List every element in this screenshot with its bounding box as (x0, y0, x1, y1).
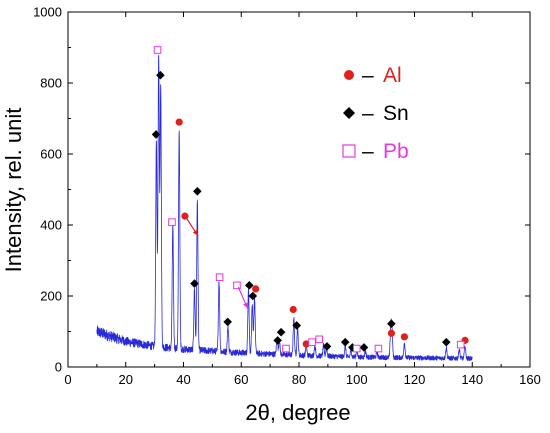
legend-item-pb: – Pb (342, 140, 409, 163)
x-tick-label: 140 (461, 372, 483, 387)
al-peak-marker (400, 333, 408, 341)
y-tick-label: 800 (40, 76, 62, 91)
legend-item-sn: – Sn (343, 102, 409, 125)
x-tick-label: 80 (292, 372, 306, 387)
x-tick-label: 20 (119, 372, 133, 387)
legend-marker-al (344, 70, 354, 80)
axes: 0 20 40 60 80 100 120 140 160 0 200 400 600 800 1000 (33, 5, 541, 388)
legend-dash: – (362, 140, 374, 163)
al-peak-marker (387, 329, 395, 337)
y-tick-label: 600 (40, 147, 62, 162)
sn-peak-marker (387, 319, 396, 328)
y-tick-label: 400 (40, 218, 62, 233)
y-tick-label: 1000 (33, 5, 62, 20)
pb-peak-marker (282, 344, 290, 353)
sn-peak-marker (248, 291, 258, 301)
legend-label-pb: Pb (383, 140, 409, 163)
sn-peak-marker (223, 317, 232, 327)
x-axis-title: 2θ, degree (245, 400, 350, 425)
sn-peak-marker (190, 279, 199, 288)
sn-peak-marker (292, 321, 301, 330)
legend-dash: – (362, 102, 374, 125)
sn-peak-marker (340, 337, 350, 347)
sn-peak-marker (359, 343, 369, 352)
legend-label-sn: Sn (383, 102, 409, 125)
legend-marker-pb (342, 144, 356, 158)
x-tick-label: 0 (64, 372, 71, 387)
sn-peak-marker (193, 186, 202, 196)
y-tick-label: 200 (40, 289, 62, 304)
x-tick-label: 100 (346, 372, 368, 387)
spectrum-layer (96, 54, 473, 362)
pb-peak-marker (153, 46, 162, 54)
sn-peak-marker (245, 281, 254, 290)
x-tick-label: 40 (176, 372, 190, 387)
sn-peak-marker (151, 130, 161, 139)
legend-label-al: Al (383, 64, 402, 87)
sn-peak-marker (156, 70, 165, 80)
pb-peak-marker (308, 338, 316, 346)
annotation-arrowhead (192, 229, 198, 236)
al-peak-marker (289, 305, 297, 314)
annotation-arrowhead (243, 302, 248, 309)
x-tick-label: 60 (234, 372, 248, 387)
x-tick-label: 120 (404, 372, 426, 387)
al-peak-marker (175, 118, 183, 126)
x-tick-label: 160 (519, 372, 541, 387)
plot-frame (67, 11, 531, 368)
al-peak-marker (252, 285, 260, 293)
legend-dash: – (362, 64, 374, 87)
pb-peak-marker (352, 344, 361, 353)
sn-peak-marker (276, 327, 286, 337)
sn-peak-marker (441, 337, 451, 347)
y-tick-label: 0 (55, 360, 62, 375)
legend-marker-sn (343, 107, 355, 119)
xrd-pattern-line (96, 54, 473, 362)
legend-item-al: – Al (344, 64, 402, 87)
al-peak-marker (302, 340, 310, 348)
legend: – Al– Sn– Pb (342, 64, 409, 163)
pb-peak-marker (168, 218, 176, 226)
sn-peak-marker (273, 336, 282, 345)
pb-peak-marker (233, 281, 241, 290)
y-axis-title: Intensity, rel. unit (1, 108, 26, 273)
pb-peak-marker (315, 335, 324, 344)
pb-peak-marker (374, 344, 383, 353)
pb-peak-marker (456, 340, 465, 349)
pb-peak-marker (215, 273, 224, 281)
sn-peak-marker (322, 342, 332, 351)
phase-markers (151, 46, 469, 353)
